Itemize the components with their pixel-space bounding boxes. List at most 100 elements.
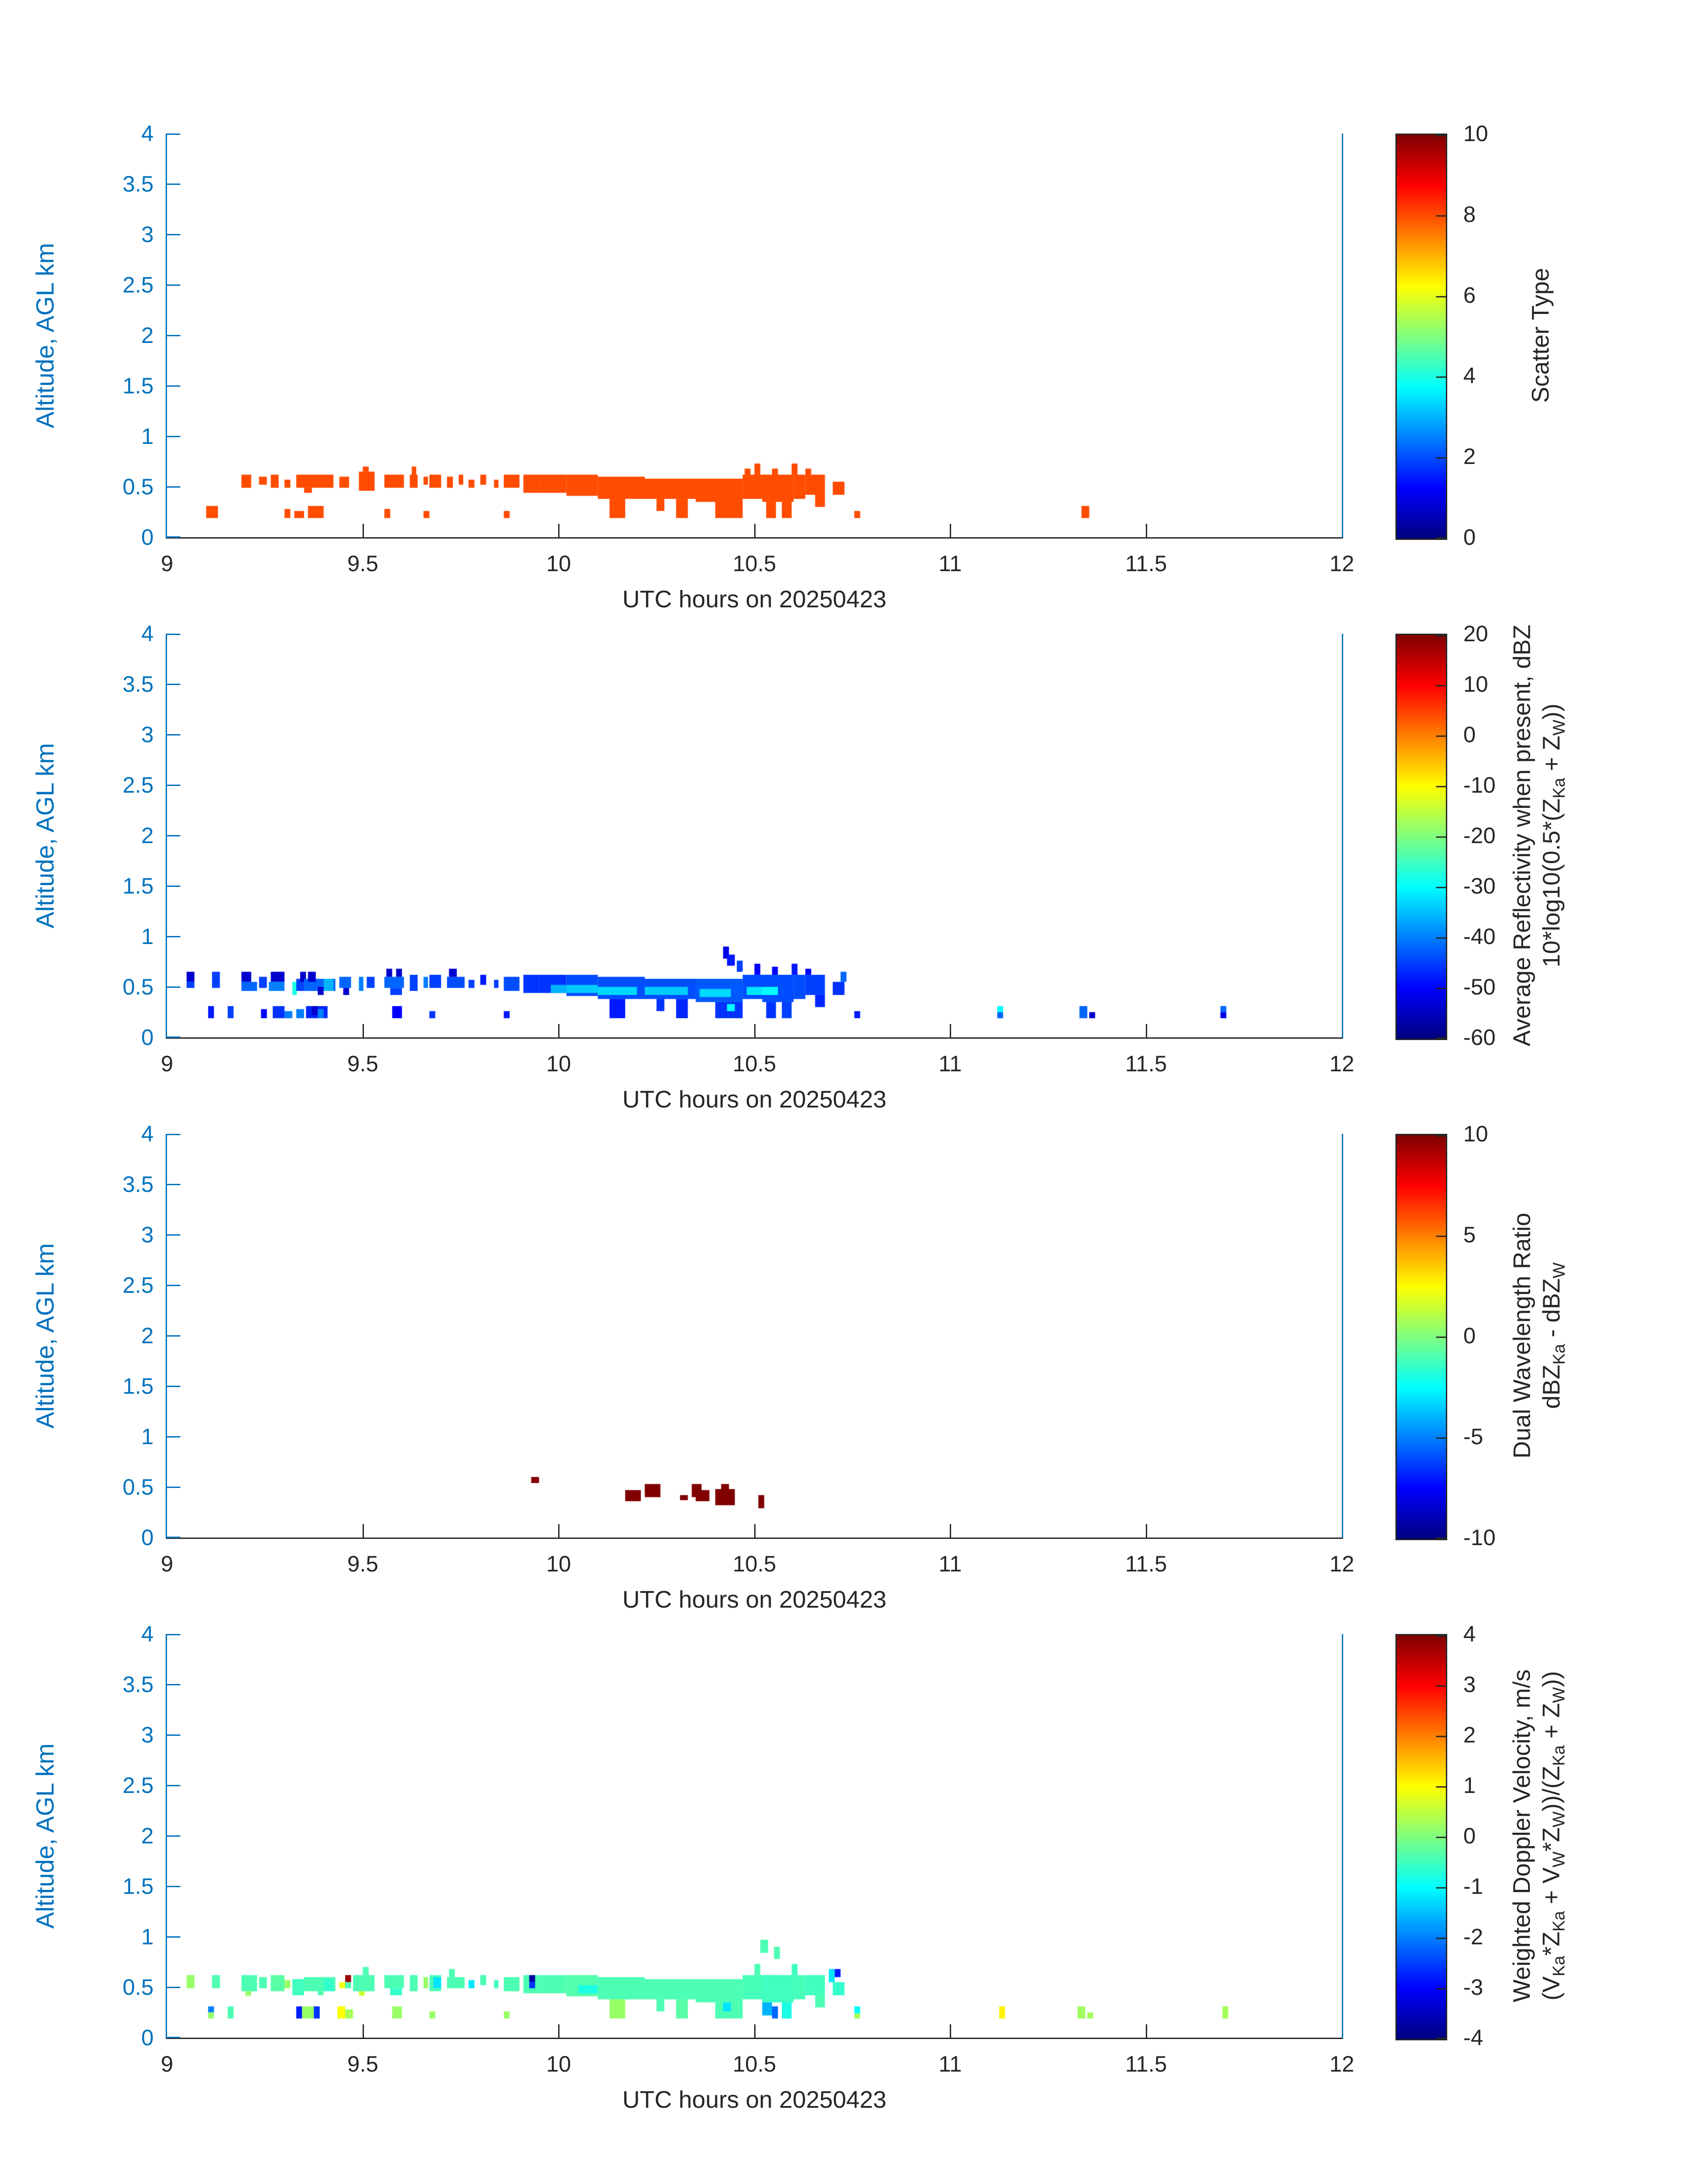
colorbar-tick-label: 20 <box>1463 621 1488 646</box>
y-tick-mark <box>167 1835 180 1837</box>
colorbar-gradient-dual-wavelength-ratio <box>1397 1135 1446 1539</box>
y-tick-mark <box>167 684 180 685</box>
y-tick-label: 2 <box>141 823 154 848</box>
colorbar-dual-wavelength-ratio <box>1395 1134 1447 1540</box>
y-tick-label: 0.5 <box>122 1475 154 1500</box>
x-tick-label: 10 <box>546 2052 571 2077</box>
colorbar-tick-label: -50 <box>1463 974 1496 999</box>
x-tick-label: 9 <box>161 551 173 576</box>
plot-area-scatter-type <box>166 134 1343 539</box>
colorbar-tick-label: -2 <box>1463 1924 1483 1949</box>
y-tick-label: 4 <box>141 621 154 646</box>
x-tick-mark <box>362 1024 364 1037</box>
y-tick-label: 0 <box>141 525 154 550</box>
x-tick-label: 11.5 <box>1125 1551 1167 1576</box>
y-tick-mark <box>167 284 180 286</box>
y-tick-label: 3 <box>141 1222 154 1247</box>
x-tick-mark <box>558 524 560 537</box>
x-tick-mark <box>558 2024 560 2038</box>
colorbar-tick-label: 0 <box>1463 722 1476 747</box>
colorbar-tick-label: 3 <box>1463 1672 1476 1697</box>
x-tick-mark <box>362 524 364 537</box>
y-tick-mark <box>167 1436 180 1437</box>
x-tick-mark <box>754 524 756 537</box>
colorbar-tick-label: 4 <box>1463 363 1476 388</box>
colorbar-tick-label: 10 <box>1463 121 1488 146</box>
y-tick-label: 4 <box>141 121 154 146</box>
x-tick-mark <box>1145 2024 1147 2038</box>
colorbar-tick-label: 0 <box>1463 1323 1476 1348</box>
y-tick-mark <box>167 536 180 538</box>
y-tick-mark <box>167 234 180 235</box>
y-tick-label: 1.5 <box>122 373 154 398</box>
colorbar-tick-label: 4 <box>1463 1621 1476 1646</box>
colorbar-tick-label: -5 <box>1463 1424 1483 1449</box>
y-tick-mark <box>167 184 180 185</box>
colorbar-gradient-weighted-doppler-velocity <box>1397 1635 1446 2039</box>
x-tick-label: 11.5 <box>1125 1051 1167 1076</box>
colorbar-tick-label: 10 <box>1463 672 1488 697</box>
y-tick-label: 0 <box>141 1025 154 1050</box>
y-tick-mark <box>167 936 180 937</box>
y-tick-mark <box>167 1785 180 1786</box>
heatmap-canvas-average-reflectivity <box>167 634 1342 1037</box>
x-tick-label: 10.5 <box>732 2052 777 2077</box>
x-tick-label: 9.5 <box>347 551 379 576</box>
x-tick-label: 11.5 <box>1125 551 1167 576</box>
y-tick-mark <box>167 1684 180 1685</box>
y-tick-label: 2.5 <box>122 272 154 297</box>
y-tick-mark <box>167 1734 180 1736</box>
x-tick-label: 10.5 <box>732 551 777 576</box>
x-tick-mark <box>754 1024 756 1037</box>
y-tick-label: 2.5 <box>122 773 154 798</box>
colorbar-tick-label: -10 <box>1463 1525 1496 1550</box>
x-tick-label: 10 <box>546 1051 571 1076</box>
y-tick-label: 2 <box>141 1323 154 1348</box>
y-tick-mark <box>167 1335 180 1337</box>
y-tick-mark <box>167 1487 180 1488</box>
y-tick-label: 2 <box>141 1823 154 1848</box>
y-tick-mark <box>167 1537 180 1538</box>
y-tick-label: 3 <box>141 222 154 247</box>
y-tick-mark <box>167 335 180 336</box>
y-tick-label: 1 <box>141 424 154 449</box>
y-tick-mark <box>167 486 180 488</box>
x-tick-label: 11 <box>939 551 962 576</box>
y-tick-label: 1 <box>141 1424 154 1449</box>
x-tick-mark <box>362 1524 364 1538</box>
plot-area-weighted-doppler-velocity <box>166 1634 1343 2039</box>
x-tick-label: 9 <box>161 2052 173 2077</box>
x-tick-label: 12 <box>1329 2052 1354 2077</box>
y-tick-mark <box>167 1184 180 1185</box>
x-tick-label: 12 <box>1329 1051 1354 1076</box>
x-tick-mark <box>1145 1024 1147 1037</box>
x-tick-label: 10 <box>546 1551 571 1576</box>
y-tick-mark <box>167 1234 180 1236</box>
x-axis-label: UTC hours on 20250423 <box>622 1586 887 1613</box>
colorbar-tick-label: 10 <box>1463 1121 1488 1146</box>
colorbar-gradient-average-reflectivity <box>1397 635 1446 1039</box>
y-tick-label: 1.5 <box>122 1874 154 1899</box>
y-tick-label: 0 <box>141 1525 154 1550</box>
x-tick-label: 11 <box>939 1051 962 1076</box>
y-tick-mark <box>167 385 180 387</box>
x-tick-label: 11.5 <box>1125 2052 1167 2077</box>
x-tick-label: 11 <box>939 1551 962 1576</box>
x-tick-label: 9 <box>161 1551 173 1576</box>
x-tick-label: 12 <box>1329 1551 1354 1576</box>
y-tick-label: 1.5 <box>122 1374 154 1399</box>
y-tick-mark <box>167 134 180 135</box>
y-tick-mark <box>167 1386 180 1387</box>
y-tick-label: 0.5 <box>122 1975 154 2000</box>
heatmap-canvas-dual-wavelength-ratio <box>167 1134 1342 1538</box>
x-tick-label: 12 <box>1329 551 1354 576</box>
y-tick-label: 3.5 <box>122 672 154 697</box>
y-tick-mark <box>167 2037 180 2038</box>
y-tick-label: 0 <box>141 2025 154 2050</box>
x-tick-label: 9.5 <box>347 2052 379 2077</box>
y-tick-label: 3 <box>141 1722 154 1747</box>
x-tick-mark <box>950 2024 951 2038</box>
heatmap-canvas-weighted-doppler-velocity <box>167 1634 1342 2038</box>
y-tick-mark <box>167 1886 180 1887</box>
